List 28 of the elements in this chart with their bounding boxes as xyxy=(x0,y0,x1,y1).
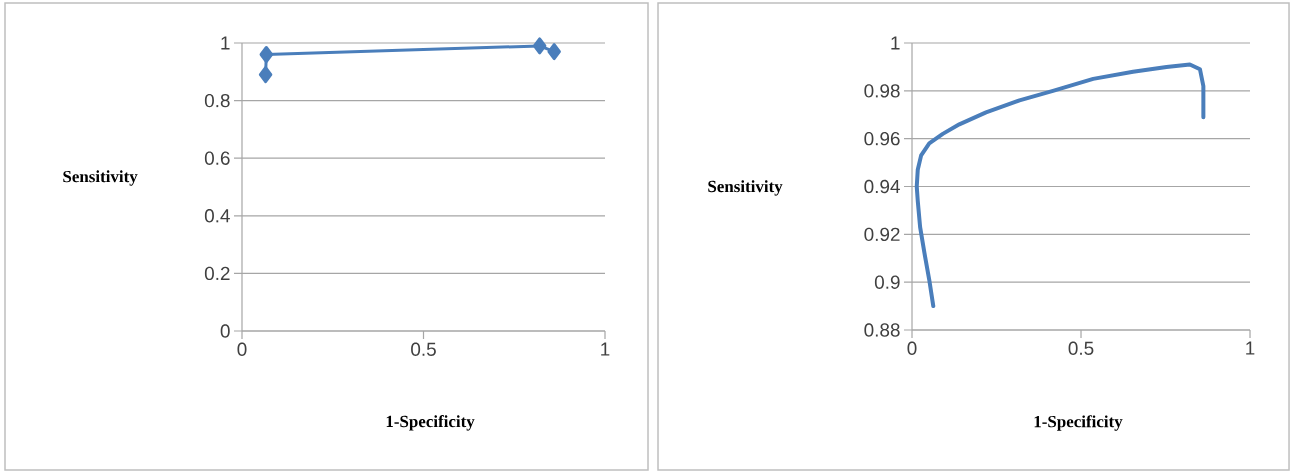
y-tick-label: 0.96 xyxy=(864,131,900,146)
y-tick-label: 0.4 xyxy=(204,209,230,223)
point xyxy=(258,66,273,84)
y-tick-label: 0.9 xyxy=(874,275,900,289)
point xyxy=(547,43,561,61)
x-axis-title: 1-Specificity xyxy=(1034,415,1123,431)
x-tick-label: 0.5 xyxy=(411,342,436,356)
point xyxy=(259,46,274,64)
x-tick-label: 0.5 xyxy=(1068,341,1094,355)
y-axis-title: Sensitivity xyxy=(708,180,783,196)
y-tick-label: 0.94 xyxy=(864,179,900,194)
y-tick-label: 0.6 xyxy=(204,151,230,165)
x-tick-label: 1 xyxy=(601,342,610,356)
y-axis-title: Sensitivity xyxy=(63,170,138,186)
x-tick-label: 0 xyxy=(237,342,247,356)
y-tick-label: 0 xyxy=(220,324,230,338)
x-tick-label: 1 xyxy=(1246,341,1255,355)
y-tick-label: 0.92 xyxy=(864,227,900,242)
x-tick-label: 0 xyxy=(907,341,917,355)
y-tick-label: 1 xyxy=(221,36,230,50)
y-tick-label: 0.98 xyxy=(864,84,900,98)
y-tick-label: 0.8 xyxy=(204,93,230,108)
line-series xyxy=(914,62,1206,309)
point xyxy=(532,37,547,55)
y-tick-label: 0.88 xyxy=(864,323,900,337)
y-tick-label: 1 xyxy=(891,36,900,50)
y-tick-label: 0.2 xyxy=(204,266,230,281)
x-axis-title: 1-Specificity xyxy=(386,415,475,431)
